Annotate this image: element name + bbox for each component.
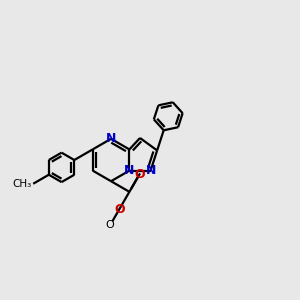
Text: N: N	[146, 164, 156, 177]
Text: O: O	[135, 168, 146, 181]
Text: N: N	[124, 164, 135, 177]
Text: CH₃: CH₃	[13, 179, 32, 190]
Text: N: N	[106, 132, 116, 145]
Text: O: O	[105, 220, 114, 230]
Text: O: O	[114, 202, 125, 215]
